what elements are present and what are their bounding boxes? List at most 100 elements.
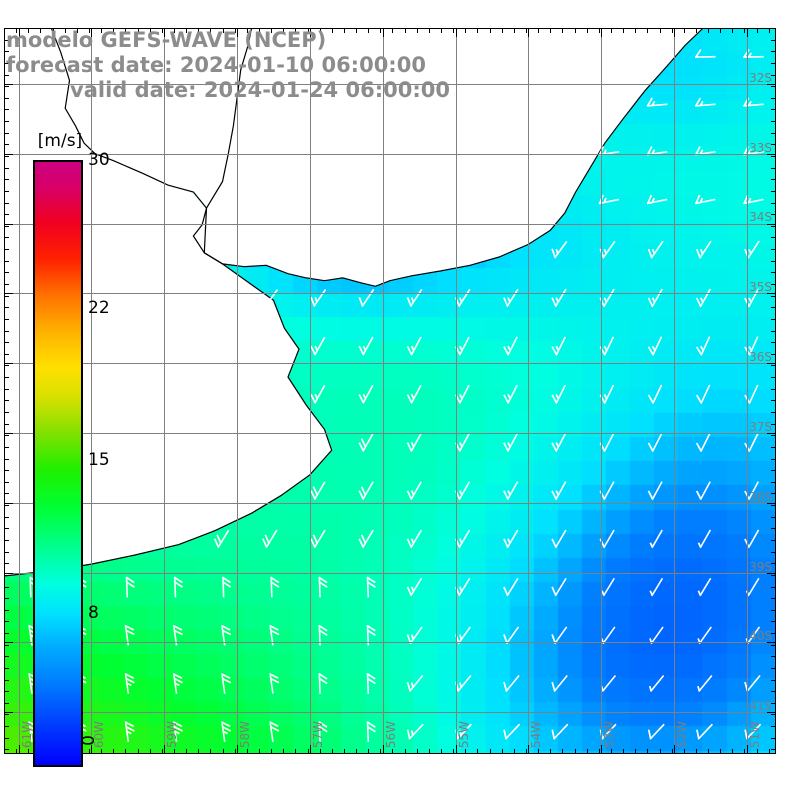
wind-barb — [262, 289, 279, 307]
axis-minor-tick — [708, 749, 709, 754]
grid-line-lat — [4, 223, 776, 225]
axis-minor-tick — [343, 28, 345, 33]
wind-barb — [600, 626, 616, 645]
axis-minor-tick — [4, 225, 9, 227]
lon-label: 61W — [19, 720, 34, 748]
lon-label: 55W — [456, 720, 471, 748]
wind-barb — [310, 529, 326, 549]
wind-barb — [318, 624, 328, 646]
axis-minor-tick — [465, 749, 467, 754]
wind-barb — [695, 240, 712, 259]
axis-minor-tick — [380, 749, 382, 754]
wind-barb — [599, 336, 615, 356]
wind-barb — [697, 529, 712, 549]
axis-minor-tick — [113, 749, 115, 754]
lat-label: 39S — [749, 559, 772, 574]
wind-barb — [551, 433, 567, 452]
axis-minor-tick — [4, 109, 9, 111]
wind-barb — [503, 384, 518, 404]
axis-minor-tick — [4, 621, 9, 623]
wind-barb — [551, 675, 568, 692]
wind-barb — [318, 576, 328, 598]
wind-barb — [601, 577, 615, 597]
axis-minor-tick — [4, 295, 9, 297]
axis-minor-tick — [4, 260, 9, 262]
axis-minor-tick — [771, 249, 776, 251]
axis-tick — [382, 28, 384, 37]
grid-line-lon — [382, 28, 384, 754]
axis-minor-tick — [771, 586, 776, 588]
axis-minor-tick — [101, 28, 103, 33]
axis-minor-tick — [392, 749, 394, 754]
lat-label: 32S — [749, 70, 772, 85]
axis-minor-tick — [368, 749, 370, 754]
wind-barb — [406, 723, 424, 740]
axis-minor-tick — [4, 249, 9, 251]
axis-minor-tick — [771, 679, 776, 681]
colorbar-tick-15: 15 — [88, 450, 110, 470]
axis-minor-tick — [4, 330, 9, 332]
axis-minor-tick — [4, 62, 9, 64]
axis-tick — [4, 572, 13, 574]
axis-minor-tick — [771, 353, 776, 355]
axis-tick — [767, 502, 776, 504]
wind-barb — [696, 723, 713, 740]
axis-minor-tick — [4, 179, 9, 181]
axis-minor-tick — [771, 132, 776, 134]
axis-tick — [455, 745, 457, 754]
axis-minor-tick — [562, 749, 564, 754]
axis-minor-tick — [161, 749, 163, 754]
wind-barb — [269, 624, 280, 646]
wind-barb — [744, 723, 762, 740]
axis-minor-tick — [137, 749, 139, 754]
wind-barb — [744, 675, 761, 692]
colorbar[interactable] — [33, 160, 83, 767]
axis-minor-tick — [671, 749, 673, 754]
wind-barb — [172, 721, 183, 743]
axis-tick — [4, 432, 13, 434]
wind-barb — [213, 529, 230, 549]
wind-barb — [406, 336, 422, 356]
axis-minor-tick — [4, 702, 9, 704]
axis-minor-tick — [525, 749, 527, 754]
wind-barb — [366, 624, 376, 646]
axis-minor-tick — [756, 28, 758, 33]
axis-minor-tick — [4, 458, 9, 460]
wind-barb — [124, 721, 135, 743]
axis-minor-tick — [771, 633, 776, 634]
axis-minor-tick — [331, 28, 333, 33]
axis-tick — [767, 293, 776, 295]
axis-minor-tick — [271, 749, 272, 754]
wind-barb — [503, 481, 519, 501]
axis-minor-tick — [683, 28, 685, 33]
axis-minor-tick — [4, 214, 9, 216]
axis-minor-tick — [720, 28, 722, 33]
wind-barb — [695, 432, 711, 453]
wind-barb — [503, 288, 519, 308]
axis-minor-tick — [137, 28, 139, 33]
axis-minor-tick — [771, 505, 776, 506]
axis-minor-tick — [771, 574, 776, 576]
grid-line-lat — [4, 83, 776, 85]
wind-barb — [262, 529, 278, 549]
axis-minor-tick — [771, 214, 776, 216]
axis-minor-tick — [4, 342, 9, 344]
wind-barb — [647, 240, 664, 259]
axis-minor-tick — [4, 86, 9, 88]
axis-minor-tick — [4, 411, 9, 413]
axis-minor-tick — [771, 446, 776, 448]
grid-line-lon — [164, 28, 166, 754]
wind-barb — [503, 626, 520, 645]
axis-minor-tick — [319, 749, 321, 754]
map-plot-area[interactable]: 32S 33S 34S 35S 36S 37S 38S 39S 40S 41S 61W 60W 59W… — [4, 28, 776, 754]
wind-barb — [647, 288, 663, 308]
axis-tick — [4, 363, 13, 365]
axis-minor-tick — [771, 667, 776, 669]
wind-barb — [270, 576, 280, 598]
wind-barb — [310, 336, 326, 356]
axis-minor-tick — [4, 551, 9, 553]
axis-tick — [4, 712, 13, 714]
wind-barb — [551, 626, 568, 645]
axis-minor-tick — [4, 528, 9, 530]
axis-minor-tick — [4, 365, 9, 367]
